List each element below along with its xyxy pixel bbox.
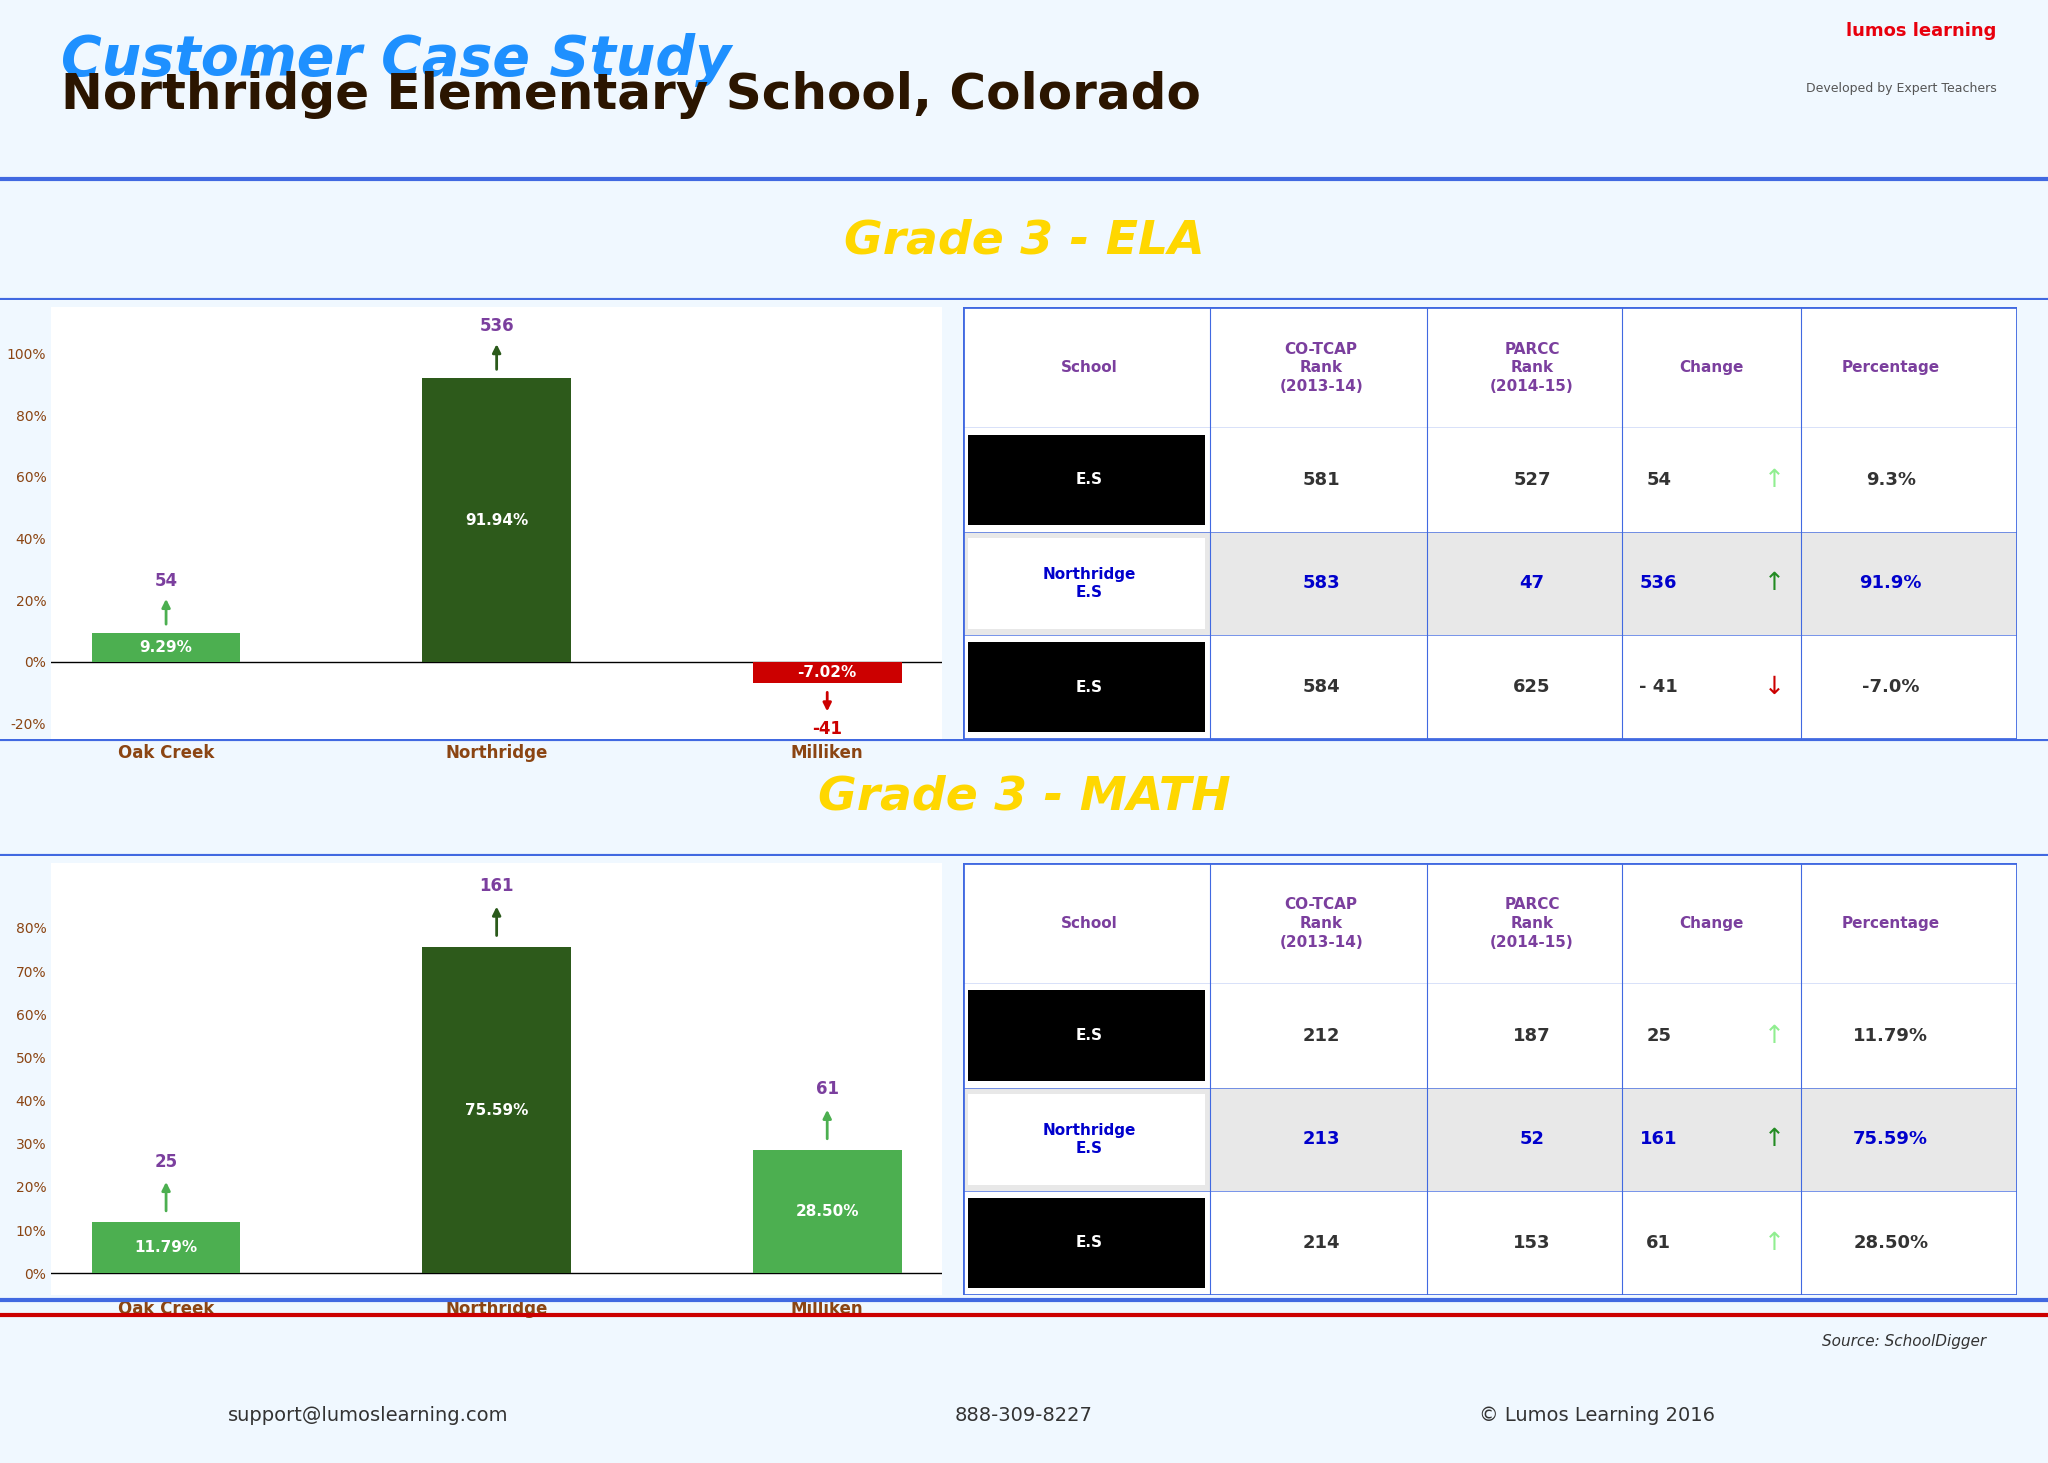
Bar <box>754 661 901 683</box>
FancyBboxPatch shape <box>963 863 2017 985</box>
Text: 54: 54 <box>154 572 178 590</box>
Text: 91.9%: 91.9% <box>1860 575 1921 593</box>
Bar <box>92 633 240 661</box>
Text: -7.0%: -7.0% <box>1862 677 1919 696</box>
Text: -41: -41 <box>813 720 842 739</box>
Text: CO-TCAP
Rank
(2013-14): CO-TCAP Rank (2013-14) <box>1280 897 1364 949</box>
Text: 625: 625 <box>1513 677 1550 696</box>
Bar <box>92 1222 240 1273</box>
Text: ↑: ↑ <box>1763 468 1786 492</box>
Text: E.S: E.S <box>1075 1028 1102 1043</box>
Text: Northridge Elementary School, Colorado: Northridge Elementary School, Colorado <box>61 70 1202 119</box>
Text: 187: 187 <box>1513 1027 1550 1045</box>
Text: 9.29%: 9.29% <box>139 639 193 655</box>
Text: 28.50%: 28.50% <box>1853 1233 1929 1252</box>
FancyBboxPatch shape <box>963 429 2017 531</box>
FancyBboxPatch shape <box>963 531 2017 635</box>
Text: Change: Change <box>1679 360 1743 375</box>
Bar <box>422 947 571 1273</box>
Text: Northridge
E.S: Northridge E.S <box>1042 1124 1137 1156</box>
Text: 583: 583 <box>1303 575 1339 593</box>
Text: 11.79%: 11.79% <box>135 1241 199 1255</box>
Text: 75.59%: 75.59% <box>465 1103 528 1118</box>
FancyBboxPatch shape <box>963 635 2017 739</box>
Text: support@lumoslearning.com: support@lumoslearning.com <box>229 1406 508 1425</box>
FancyBboxPatch shape <box>969 642 1204 733</box>
Text: E.S: E.S <box>1075 1235 1102 1251</box>
Text: Developed by Expert Teachers: Developed by Expert Teachers <box>1806 82 1997 95</box>
Text: Percentage: Percentage <box>1841 360 1939 375</box>
Text: Customer Case Study: Customer Case Study <box>61 32 731 86</box>
Text: ↑: ↑ <box>1763 1128 1786 1151</box>
Text: 25: 25 <box>154 1153 178 1170</box>
Text: School: School <box>1061 360 1118 375</box>
Text: 61: 61 <box>1647 1233 1671 1252</box>
FancyBboxPatch shape <box>963 307 2017 429</box>
Bar <box>422 379 571 661</box>
Text: 212: 212 <box>1303 1027 1339 1045</box>
Text: -7.02%: -7.02% <box>797 666 856 680</box>
Text: 213: 213 <box>1303 1131 1339 1148</box>
Text: ↑: ↑ <box>1763 1024 1786 1048</box>
Text: 161: 161 <box>1640 1131 1677 1148</box>
Text: Grade 3 - MATH: Grade 3 - MATH <box>817 775 1231 819</box>
Text: 25: 25 <box>1647 1027 1671 1045</box>
Text: 536: 536 <box>1640 575 1677 593</box>
FancyBboxPatch shape <box>969 990 1204 1081</box>
Text: CO-TCAP
Rank
(2013-14): CO-TCAP Rank (2013-14) <box>1280 341 1364 394</box>
Text: Grade 3 - ELA: Grade 3 - ELA <box>844 219 1204 263</box>
Text: 52: 52 <box>1520 1131 1544 1148</box>
Text: 527: 527 <box>1513 471 1550 489</box>
Text: 11.79%: 11.79% <box>1853 1027 1929 1045</box>
Text: PARCC
Rank
(2014-15): PARCC Rank (2014-15) <box>1491 897 1575 949</box>
FancyBboxPatch shape <box>969 538 1204 629</box>
Text: 61: 61 <box>815 1080 840 1099</box>
Text: 54: 54 <box>1647 471 1671 489</box>
Text: lumos learning: lumos learning <box>1847 22 1997 40</box>
Text: ↓: ↓ <box>1763 674 1786 699</box>
Text: 9.3%: 9.3% <box>1866 471 1915 489</box>
Text: ↑: ↑ <box>1763 1230 1786 1255</box>
FancyBboxPatch shape <box>969 1094 1204 1185</box>
Text: School: School <box>1061 916 1118 930</box>
Text: Percentage: Percentage <box>1841 916 1939 930</box>
Text: ↑: ↑ <box>1763 572 1786 595</box>
Text: 47: 47 <box>1520 575 1544 593</box>
Text: 888-309-8227: 888-309-8227 <box>954 1406 1094 1425</box>
FancyBboxPatch shape <box>963 985 2017 1087</box>
Text: 28.50%: 28.50% <box>795 1204 858 1219</box>
Text: - 41: - 41 <box>1638 677 1677 696</box>
Text: E.S: E.S <box>1075 473 1102 487</box>
Text: 584: 584 <box>1303 677 1339 696</box>
Text: 161: 161 <box>479 878 514 895</box>
Text: 91.94%: 91.94% <box>465 512 528 528</box>
FancyBboxPatch shape <box>963 1087 2017 1191</box>
Text: Northridge
E.S: Northridge E.S <box>1042 568 1137 600</box>
Text: 581: 581 <box>1303 471 1339 489</box>
Bar <box>754 1150 901 1273</box>
Text: Change: Change <box>1679 916 1743 930</box>
Text: Source: SchoolDigger: Source: SchoolDigger <box>1823 1334 1987 1349</box>
FancyBboxPatch shape <box>963 1191 2017 1295</box>
FancyBboxPatch shape <box>969 1198 1204 1289</box>
Text: 75.59%: 75.59% <box>1853 1131 1929 1148</box>
Text: PARCC
Rank
(2014-15): PARCC Rank (2014-15) <box>1491 341 1575 394</box>
Text: 536: 536 <box>479 317 514 335</box>
Text: 214: 214 <box>1303 1233 1339 1252</box>
Text: E.S: E.S <box>1075 679 1102 695</box>
FancyBboxPatch shape <box>969 435 1204 525</box>
Text: © Lumos Learning 2016: © Lumos Learning 2016 <box>1479 1406 1716 1425</box>
Text: 153: 153 <box>1513 1233 1550 1252</box>
